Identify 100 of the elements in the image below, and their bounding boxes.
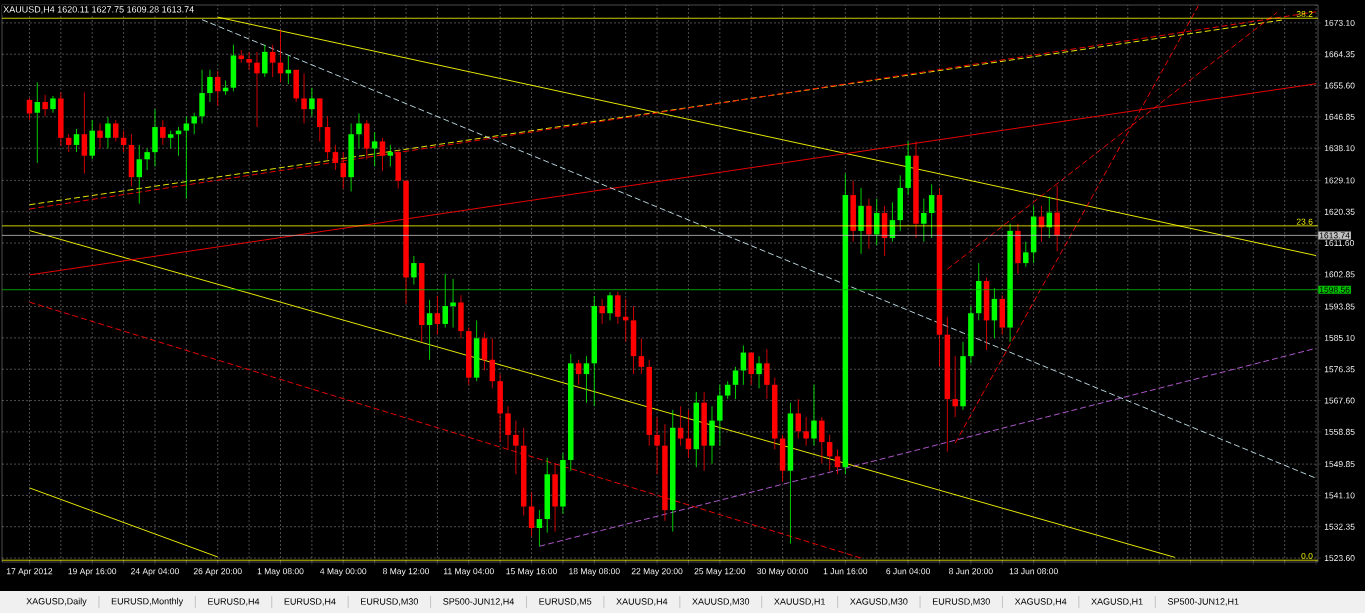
candlestick — [269, 44, 276, 78]
y-tick-label: 1629.10 — [1324, 177, 1355, 184]
y-tick-label: 1646.85 — [1324, 113, 1355, 120]
candlestick — [677, 405, 684, 447]
text: EURUSD,H4 — [284, 598, 336, 606]
y-tick-label: 1585.10 — [1324, 334, 1355, 341]
text: EURUSD,M5 — [539, 598, 592, 606]
candlestick — [136, 144, 143, 205]
candlestick — [795, 398, 802, 439]
text: EURUSD,Monthly — [111, 597, 184, 607]
candlestick — [105, 116, 111, 149]
candlestick — [387, 144, 394, 167]
y-tick-label: 1567.60 — [1324, 397, 1355, 404]
candlestick — [42, 94, 48, 117]
y-tick-label: 1593.85 — [1324, 303, 1355, 310]
candlestick — [199, 69, 205, 124]
candlestick — [160, 119, 166, 146]
candlestick — [183, 115, 190, 200]
candlestick — [575, 359, 582, 386]
candlestick — [207, 69, 213, 103]
x-tick-label: 13 Jun 08:00 — [1009, 568, 1058, 575]
y-tick-label: 1673.10 — [1324, 19, 1355, 26]
candlestick — [811, 384, 817, 447]
x-tick-label: 6 Jun 04:00 — [886, 568, 930, 575]
candlestick — [34, 81, 41, 164]
y-tick-label: 1664.35 — [1324, 51, 1355, 58]
text: EURUSD,M30 — [361, 598, 418, 606]
y-tick-label: 1558.85 — [1324, 428, 1355, 435]
candlestick — [246, 51, 252, 71]
candlestick — [144, 148, 150, 171]
text: XAGUSD,H4 — [1014, 598, 1067, 606]
candlestick — [379, 137, 386, 172]
text: SP500-JUN12,H1 — [1167, 598, 1239, 606]
x-tick-label: 25 May 12:00 — [694, 568, 746, 576]
y-tick-label: 1602.85 — [1324, 271, 1355, 278]
candlestick — [803, 416, 809, 447]
y-tick-label: 1576.35 — [1324, 366, 1355, 373]
annotation: 38.2 — [1296, 11, 1313, 18]
candlestick — [607, 291, 613, 321]
candlestick — [254, 51, 260, 128]
x-tick-label: 1 May 08:00 — [257, 568, 304, 576]
candlestick — [536, 509, 543, 547]
candlestick — [262, 44, 268, 78]
candlestick — [434, 295, 441, 336]
y-tick-label: 1523.60 — [1324, 555, 1355, 562]
candlestick — [764, 348, 770, 400]
x-tick-label: 26 Apr 20:00 — [193, 568, 242, 576]
y-tick-label: 1532.35 — [1324, 523, 1355, 530]
candlestick — [654, 416, 660, 475]
candlestick — [309, 87, 315, 117]
text: XAUUSD,M30 — [692, 598, 750, 606]
candlestick — [301, 72, 307, 124]
candlestick — [1054, 184, 1060, 252]
candlestick — [332, 144, 339, 171]
candlestick — [50, 95, 56, 114]
x-tick-label: 17 Apr 2012 — [6, 568, 53, 576]
candlestick — [819, 416, 825, 464]
candlestick — [638, 337, 645, 375]
candlestick — [356, 113, 362, 149]
candlestick — [191, 112, 197, 135]
text: XAUUSD,H4 — [616, 598, 668, 606]
x-tick-label: 8 May 12:00 — [383, 568, 430, 576]
x-tick-label: 15 May 16:00 — [506, 568, 557, 576]
candlestick — [921, 198, 927, 243]
annotation: 0.0 — [1301, 552, 1313, 560]
candlestick — [113, 119, 119, 142]
x-tick-label: 4 May 00:00 — [320, 568, 367, 576]
text: SP500-JUN12,H4 — [443, 598, 515, 606]
candlestick — [442, 273, 448, 328]
annotation: 23.6 — [1296, 218, 1313, 225]
text: XAUUSD,H1 — [774, 598, 825, 606]
candlestick — [1023, 241, 1029, 268]
candlestick — [411, 255, 417, 285]
text: EURUSD,M30 — [932, 598, 990, 606]
x-tick-label: 19 Apr 16:00 — [68, 568, 117, 576]
y-tick-label: 1638.10 — [1324, 145, 1355, 152]
candlestick — [615, 291, 621, 325]
candlestick — [73, 128, 80, 153]
ref-line-label: 1613.74 — [1319, 232, 1350, 239]
text: XAGUSD,H1 — [1091, 598, 1143, 606]
candlestick — [238, 49, 245, 64]
y-tick-label: 1655.60 — [1324, 82, 1355, 89]
x-tick-label: 22 May 20:00 — [631, 568, 683, 576]
candlestick — [834, 448, 841, 475]
candlestick — [756, 355, 762, 389]
chart-title: XAUUSD,H4 1620.11 1627.75 1609.28 1613.74 — [3, 6, 194, 14]
text: XAGUSD,Daily — [26, 597, 87, 607]
x-tick-label: 8 Jun 20:00 — [949, 568, 993, 575]
ref-line-label: 1598.56 — [1319, 286, 1350, 293]
candlestick — [81, 91, 88, 174]
x-tick-label: 18 May 08:00 — [569, 568, 620, 576]
candlestick — [599, 298, 605, 325]
x-tick-label: 11 May 04:00 — [443, 568, 494, 576]
candlestick — [167, 130, 174, 149]
candlestick — [97, 123, 103, 149]
y-tick-label: 1620.35 — [1324, 208, 1355, 215]
text: EURUSD,H4 — [208, 598, 260, 606]
candlestick — [583, 355, 590, 404]
candlestick — [928, 183, 935, 239]
x-tick-label: 24 Apr 04:00 — [131, 568, 179, 576]
